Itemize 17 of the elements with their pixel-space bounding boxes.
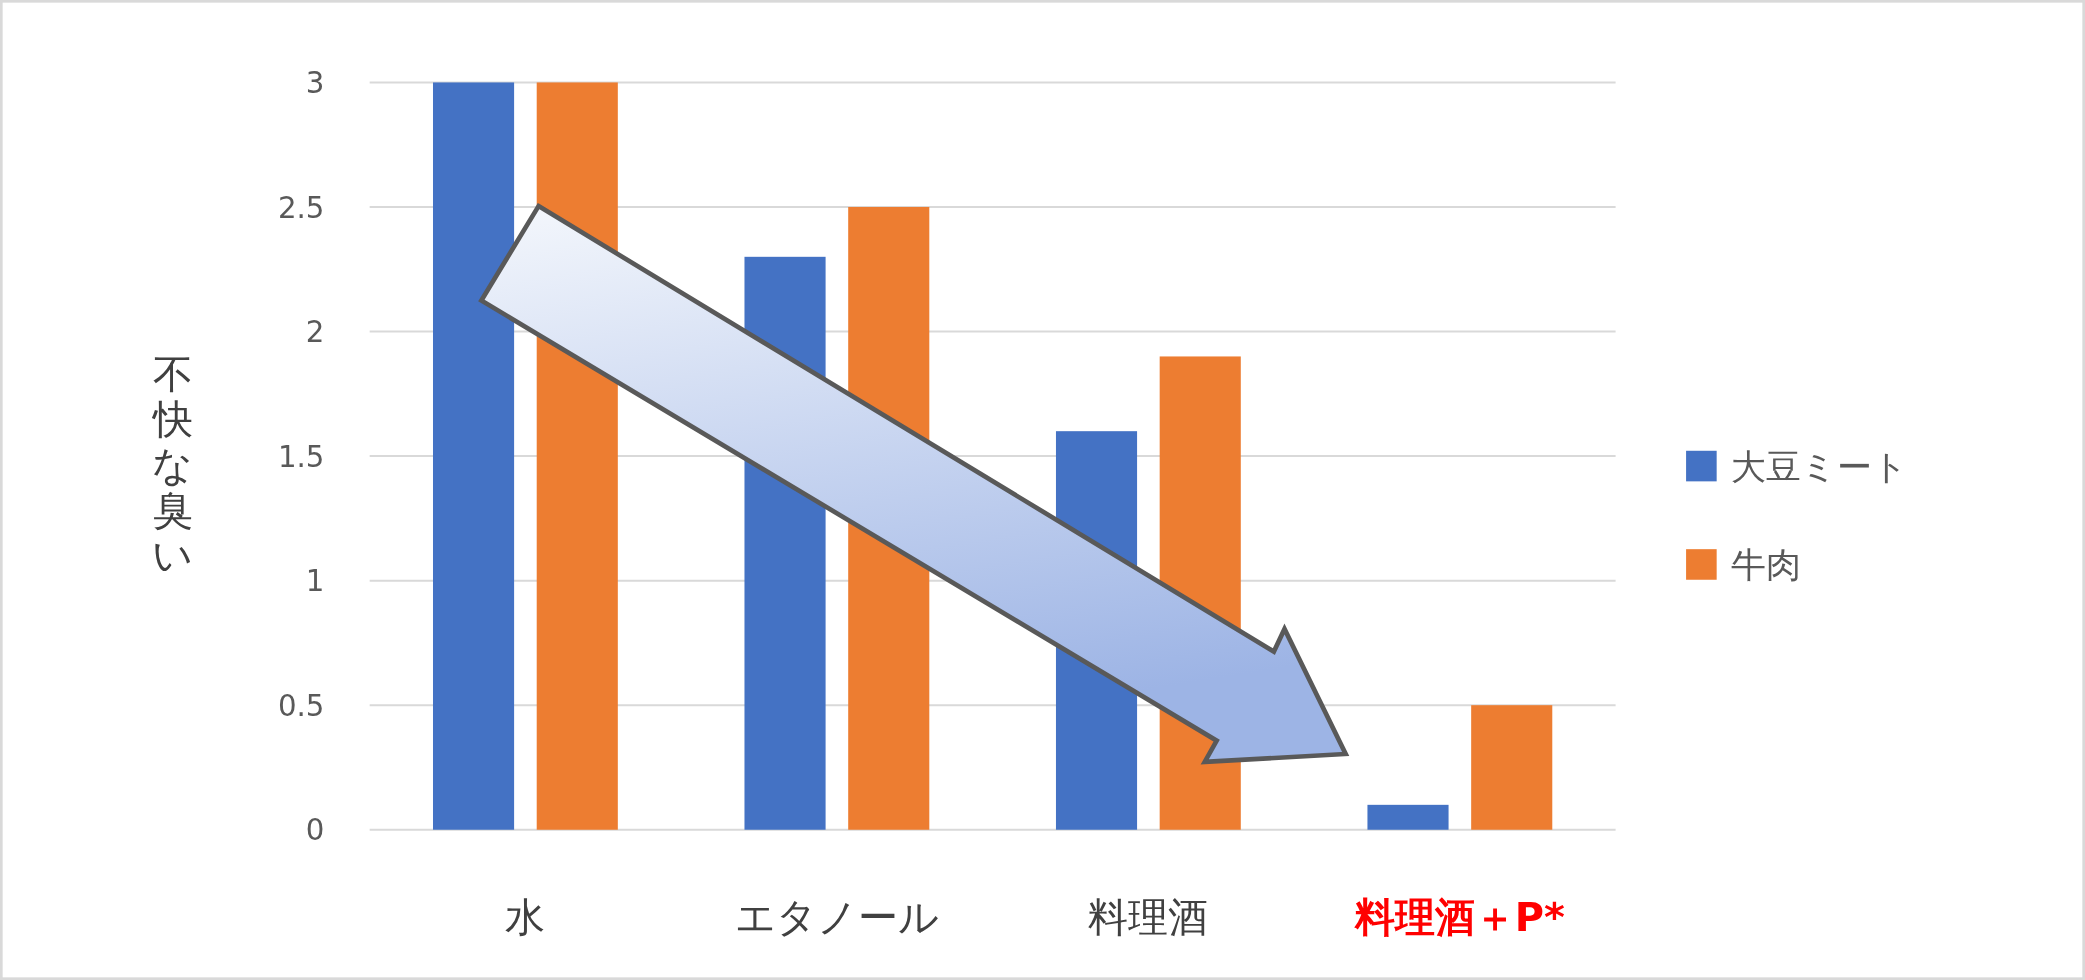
bar (1367, 804, 1449, 830)
x-tick-label: エタノール (734, 893, 939, 940)
y-tick-label: 0.5 (277, 688, 325, 723)
y-tick-label: 3 (305, 66, 325, 101)
bar (432, 82, 515, 830)
x-tick-label: 水 (505, 893, 546, 940)
y-axis-title: 不快な臭い (150, 351, 194, 579)
y-tick-label: 2.5 (277, 190, 325, 225)
y-tick-label: 1 (305, 564, 325, 599)
bar (1471, 705, 1553, 830)
y-tick-label: 2 (305, 315, 325, 350)
y-tick-label: 1.5 (277, 439, 325, 474)
y-tick-label: 0 (305, 813, 325, 848)
x-tick-label: 料理酒＋P* (1353, 893, 1566, 940)
legend-label: 牛肉 (1731, 545, 1802, 586)
x-tick-label: 料理酒 (1088, 893, 1209, 940)
legend-label: 大豆ミート (1731, 446, 1909, 487)
